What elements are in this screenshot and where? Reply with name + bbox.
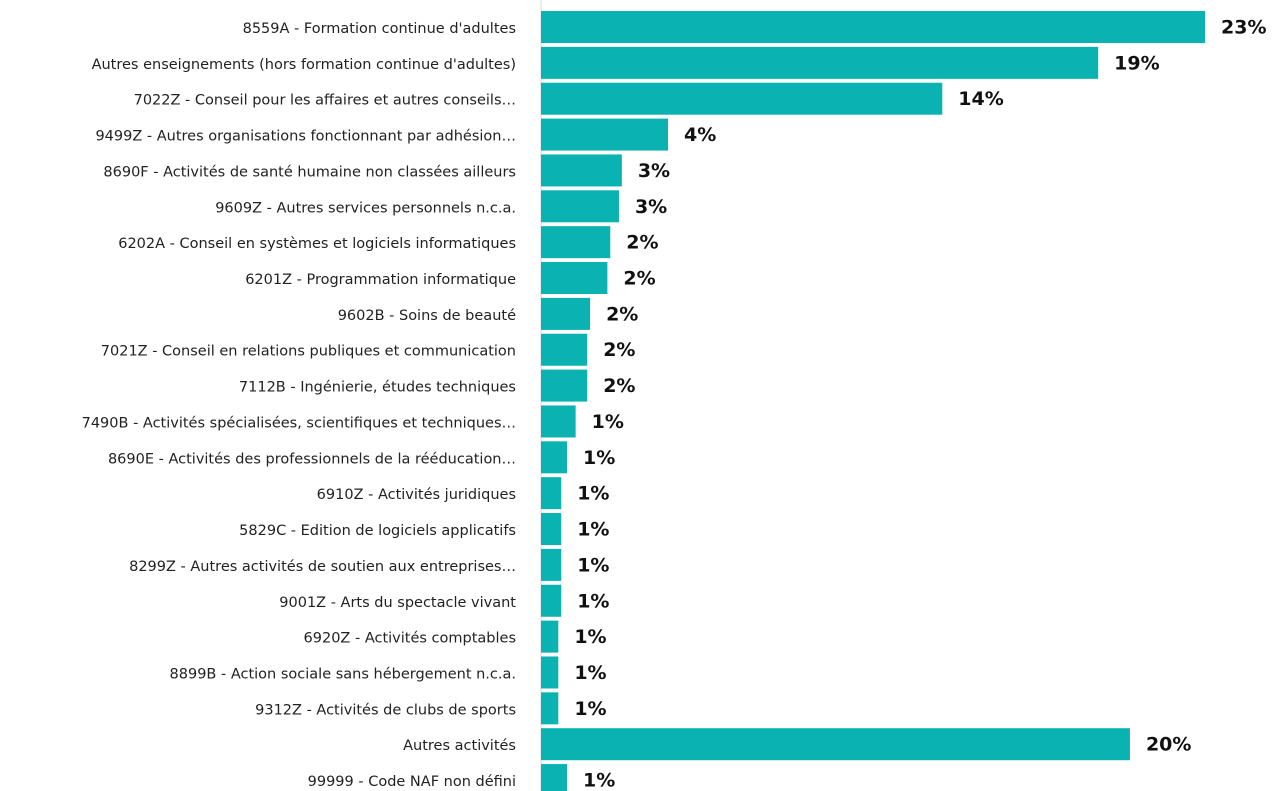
value-label: 1% <box>574 626 606 648</box>
value-label: 2% <box>626 232 658 254</box>
bar <box>541 226 611 259</box>
category-label: 8559A - Formation continue d'adultes <box>243 21 516 37</box>
value-label: 4% <box>684 124 716 146</box>
bar <box>541 441 567 474</box>
category-label: 8299Z - Autres activités de soutien aux … <box>129 559 516 575</box>
value-label: 1% <box>592 411 624 433</box>
category-label: 8899B - Action sociale sans hébergement … <box>170 666 516 682</box>
value-label: 14% <box>958 88 1003 110</box>
category-label: 6201Z - Programmation informatique <box>245 272 516 288</box>
bar <box>541 405 576 438</box>
value-label: 23% <box>1221 17 1266 39</box>
bar <box>541 297 591 330</box>
category-label: 7490B - Activités spécialisées, scientif… <box>82 415 516 431</box>
bar <box>541 11 1205 43</box>
bar <box>541 692 559 725</box>
category-label: 99999 - Code NAF non défini <box>308 774 516 790</box>
category-label: 9312Z - Activités de clubs de sports <box>255 702 516 718</box>
value-label: 2% <box>606 303 638 325</box>
value-label: 1% <box>583 770 615 791</box>
value-label: 2% <box>623 268 655 290</box>
value-label: 1% <box>574 662 606 684</box>
category-label: 9001Z - Arts du spectacle vivant <box>279 595 516 611</box>
category-label: 5829C - Edition de logiciels applicatifs <box>239 523 516 539</box>
value-label: 20% <box>1146 734 1191 756</box>
value-label: 3% <box>635 196 667 218</box>
category-label: 8690F - Activités de santé humaine non c… <box>103 164 516 180</box>
bar <box>541 190 619 223</box>
bar <box>541 584 562 617</box>
bar <box>541 118 669 151</box>
bar <box>541 477 562 510</box>
bar <box>541 46 1099 79</box>
category-label: Autres enseignements (hors formation con… <box>92 57 516 73</box>
category-label: 9602B - Soins de beauté <box>338 308 516 324</box>
bar <box>541 369 588 402</box>
value-label: 2% <box>603 375 635 397</box>
bar <box>541 548 562 581</box>
bar <box>541 154 622 187</box>
value-label: 1% <box>577 519 609 541</box>
value-label: 19% <box>1114 52 1159 74</box>
bar <box>541 728 1130 761</box>
value-label: 3% <box>638 160 670 182</box>
category-label: 9609Z - Autres services personnels n.c.a… <box>215 200 516 216</box>
value-label: 2% <box>603 339 635 361</box>
bar <box>541 764 567 791</box>
value-label: 1% <box>583 447 615 469</box>
category-label: 7021Z - Conseil en relations publiques e… <box>101 344 516 360</box>
value-label: 1% <box>577 590 609 612</box>
bar <box>541 262 608 295</box>
category-label: 8690E - Activités des professionnels de … <box>108 451 516 467</box>
category-label: Autres activités <box>403 738 516 754</box>
value-label: 1% <box>577 554 609 576</box>
bar <box>541 82 943 115</box>
category-label: 7112B - Ingénierie, études techniques <box>239 380 516 396</box>
category-label: 6920Z - Activités comptables <box>304 631 516 647</box>
bar <box>541 513 562 546</box>
category-label: 9499Z - Autres organisations fonctionnan… <box>95 129 516 145</box>
value-label: 1% <box>577 483 609 505</box>
value-label: 1% <box>574 698 606 720</box>
category-label: 7022Z - Conseil pour les affaires et aut… <box>134 93 516 109</box>
category-label: 6910Z - Activités juridiques <box>317 487 516 503</box>
bar <box>541 656 559 689</box>
bar <box>541 333 588 366</box>
bar <box>541 620 559 653</box>
category-label: 6202A - Conseil en systèmes et logiciels… <box>118 236 516 252</box>
